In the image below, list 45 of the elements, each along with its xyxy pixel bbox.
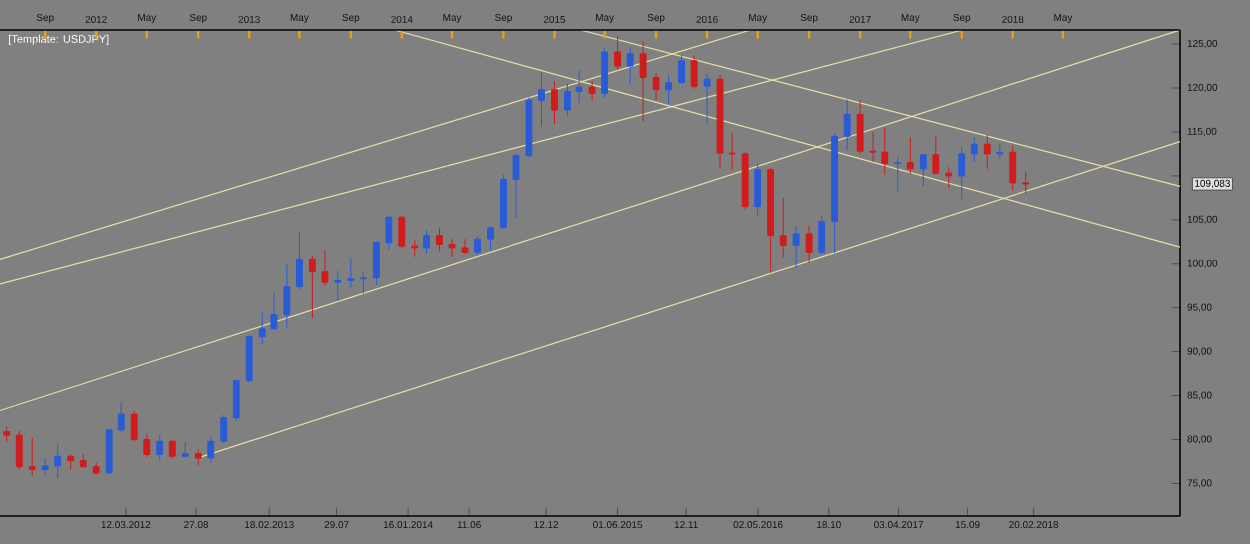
candlestick bbox=[843, 98, 851, 151]
candlestick bbox=[525, 97, 533, 158]
candlestick bbox=[767, 167, 775, 274]
candlestick bbox=[487, 225, 494, 252]
candlestick bbox=[869, 131, 877, 163]
candlestick bbox=[512, 153, 520, 219]
candlestick bbox=[945, 166, 953, 189]
candlestick bbox=[538, 71, 545, 128]
candlestick bbox=[359, 272, 367, 295]
candlestick bbox=[601, 47, 609, 99]
candlestick bbox=[678, 54, 686, 84]
candlestick bbox=[258, 311, 266, 346]
candlestick bbox=[461, 238, 469, 255]
candlestick bbox=[28, 437, 36, 477]
candlestick bbox=[805, 225, 813, 264]
candlestick bbox=[894, 156, 902, 194]
candlestick bbox=[728, 132, 736, 171]
candlestick bbox=[551, 80, 558, 125]
candlestick bbox=[716, 74, 724, 169]
candlestick bbox=[500, 174, 507, 229]
candlestick bbox=[575, 69, 583, 104]
candlestick bbox=[156, 433, 164, 461]
candlestick bbox=[881, 127, 889, 176]
candlestick bbox=[588, 80, 596, 102]
candlestick bbox=[334, 270, 342, 302]
candlestick bbox=[703, 72, 711, 125]
candlestick bbox=[779, 197, 787, 259]
candlestick bbox=[626, 47, 634, 85]
candlestick bbox=[54, 443, 62, 479]
candlestick bbox=[639, 40, 647, 122]
candlestick bbox=[448, 238, 456, 258]
candlestick bbox=[792, 225, 800, 269]
candlestick bbox=[347, 257, 355, 288]
candlestick bbox=[958, 146, 966, 201]
candlestick bbox=[41, 457, 49, 477]
candlestick bbox=[283, 264, 291, 330]
candlestick bbox=[372, 240, 380, 286]
candlestick bbox=[665, 74, 673, 106]
candlestick bbox=[983, 134, 991, 170]
candlestick bbox=[690, 54, 698, 90]
candlestick bbox=[321, 250, 329, 287]
candlestick bbox=[385, 216, 393, 251]
candlestick bbox=[652, 72, 660, 101]
candlestick bbox=[741, 151, 749, 210]
candlestick bbox=[856, 99, 864, 155]
